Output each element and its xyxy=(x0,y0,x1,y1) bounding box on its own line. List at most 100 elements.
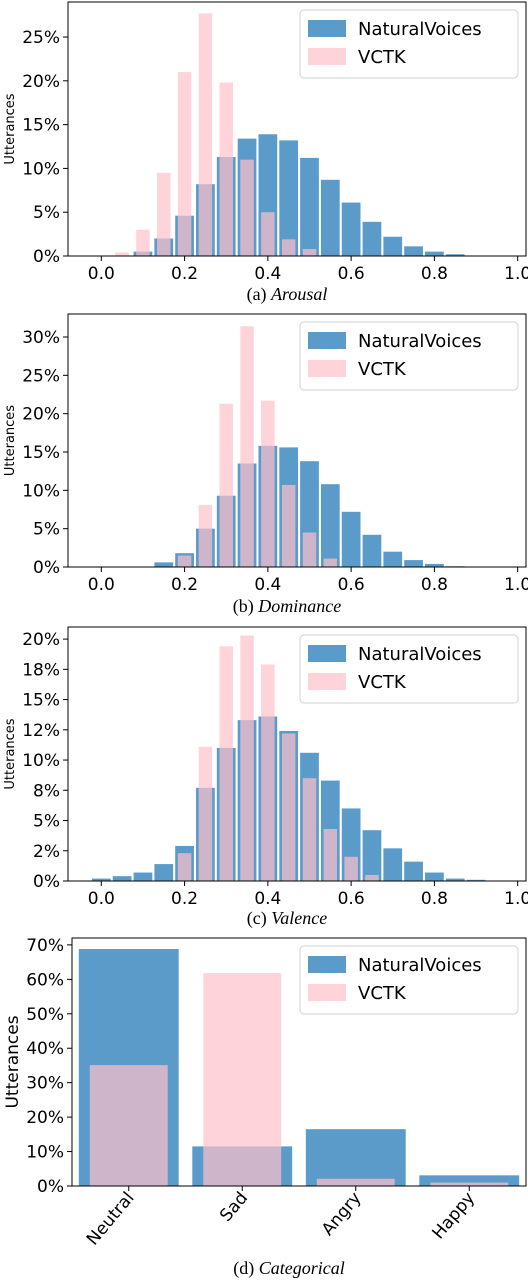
natural-bar xyxy=(154,864,174,881)
natural-bar xyxy=(404,861,423,881)
x-tick-label: 0.8 xyxy=(421,889,448,909)
y-tick-label: 30% xyxy=(26,1074,64,1094)
natural-bar xyxy=(362,830,382,881)
natural-bar xyxy=(341,202,361,256)
vctk-bar xyxy=(177,72,192,256)
chart-panel-4: 0% 10% 20% 30% 40% 50% 60% 70% Neutral Sad Angry Ha… xyxy=(3,936,527,1279)
x-tick-label: Neutral xyxy=(83,1188,139,1249)
x-tick-label: 0.4 xyxy=(254,889,281,909)
x-tick-label: Happy xyxy=(429,1188,480,1243)
caption-name: Valence xyxy=(271,908,327,928)
legend-swatch-natural xyxy=(308,956,346,973)
chart-panel-2: 0% 5% 10% 15% 20% 25% 30% 0.0 0.2 0.4 0.6 0.8 1.0 Utt… xyxy=(3,313,528,617)
natural-bar xyxy=(404,560,423,567)
y-axis-label: Utterances xyxy=(3,1015,23,1108)
panel-caption: (a) Arousal xyxy=(247,284,328,305)
legend-label-vctk: VCTK xyxy=(358,359,407,380)
y-axis-label: Utterances xyxy=(3,93,18,164)
natural-bar xyxy=(91,878,111,881)
vctk-bar xyxy=(344,856,358,881)
vctk-bar xyxy=(240,635,254,881)
y-tick-label: 5% xyxy=(33,203,60,223)
y-tick-label: 30% xyxy=(22,328,60,348)
vctk-bar-happy xyxy=(430,1182,509,1186)
vctk-bar xyxy=(261,664,275,881)
x-tick-label: Sad xyxy=(216,1188,252,1225)
vctk-bar xyxy=(302,778,317,881)
natural-bar xyxy=(425,872,444,881)
vctk-bar xyxy=(365,874,379,881)
x-tick-label: 1.0 xyxy=(504,264,528,284)
vctk-bar xyxy=(198,504,213,567)
x-tick-label: 1.0 xyxy=(504,575,528,595)
vctk-bar-angry xyxy=(316,1178,395,1186)
legend-swatch-natural xyxy=(308,332,346,349)
x-tick-label: 0.8 xyxy=(421,264,448,284)
vctk-bar xyxy=(323,558,338,567)
x-tick-label: 0.6 xyxy=(338,264,365,284)
axes-frame xyxy=(71,937,527,1187)
natural-bar xyxy=(383,848,403,881)
legend-label-natural: NaturalVoices xyxy=(358,955,482,976)
natural-bar xyxy=(112,876,132,881)
vctk-bar xyxy=(240,326,254,567)
natural-bar xyxy=(404,246,423,256)
y-tick-label: 5% xyxy=(33,520,60,540)
legend-label-natural: NaturalVoices xyxy=(358,331,482,352)
natural-bar xyxy=(425,563,444,567)
x-tick-label: 0.8 xyxy=(421,575,448,595)
caption-prefix: (d) xyxy=(233,1258,259,1279)
natural-bar xyxy=(383,551,403,567)
natural-bar xyxy=(445,878,465,881)
legend-label-natural: NaturalVoices xyxy=(358,644,482,665)
panel-caption: (c) Valence xyxy=(247,908,327,929)
panel-caption: (b) Dominance xyxy=(233,596,341,617)
vctk-bar xyxy=(240,159,254,256)
chart-panel-1: 0% 5% 10% 15% 20% 25% 0.0 0.2 0.4 0.6 0.8 1.0 Uttera… xyxy=(3,1,528,305)
x-tick-label: 0.6 xyxy=(338,889,365,909)
natural-bar-angry xyxy=(305,1129,406,1186)
natural-bar xyxy=(341,511,361,567)
y-tick-label: 60% xyxy=(26,970,64,990)
vctk-bar-sad xyxy=(203,973,282,1186)
x-tick-label: 0.2 xyxy=(171,264,198,284)
natural-bar xyxy=(445,254,465,256)
vctk-bar xyxy=(261,400,275,567)
caption-prefix: (b) xyxy=(233,596,259,617)
y-tick-label: 20% xyxy=(22,405,60,425)
y-tick-label: 0% xyxy=(33,872,60,892)
legend-swatch-vctk xyxy=(308,48,346,65)
y-tick-label: 15% xyxy=(22,691,60,711)
vctk-bar xyxy=(177,555,192,567)
natural-bar xyxy=(362,534,382,567)
x-tick-label: 0.2 xyxy=(171,575,198,595)
chart-panel-3: 0% 2% 5% 8% 10% 12% 15% 18% 20% 0.0 0.2 0.4 0.6 0.8 1.… xyxy=(3,626,528,929)
x-tick-label: 0.0 xyxy=(88,264,115,284)
y-tick-label: 10% xyxy=(22,751,60,771)
vctk-bar xyxy=(302,532,317,567)
vctk-bar xyxy=(281,484,296,567)
x-tick-label: 0.4 xyxy=(254,264,281,284)
y-tick-label: 20% xyxy=(26,1108,64,1128)
legend: NaturalVoices VCTK xyxy=(299,945,519,1015)
natural-bar xyxy=(300,157,319,256)
caption-prefix: (a) xyxy=(247,284,271,305)
vctk-bar xyxy=(198,13,213,257)
y-tick-label: 15% xyxy=(22,116,60,136)
y-tick-label: 20% xyxy=(22,72,60,92)
y-tick-label: 0% xyxy=(33,558,60,578)
natural-bar xyxy=(362,221,382,256)
vctk-bar xyxy=(302,248,317,256)
y-axis-label: Utterances xyxy=(3,718,18,789)
vctk-bar xyxy=(136,229,150,256)
vctk-bar xyxy=(219,646,233,881)
y-tick-label: 8% xyxy=(33,781,60,801)
legend-box xyxy=(299,634,519,704)
legend-box xyxy=(299,9,519,79)
vctk-bar xyxy=(219,403,233,567)
legend-label-vctk: VCTK xyxy=(358,983,407,1004)
vctk-bar xyxy=(323,828,338,881)
y-tick-label: 5% xyxy=(33,812,60,832)
legend-box xyxy=(299,945,519,1015)
